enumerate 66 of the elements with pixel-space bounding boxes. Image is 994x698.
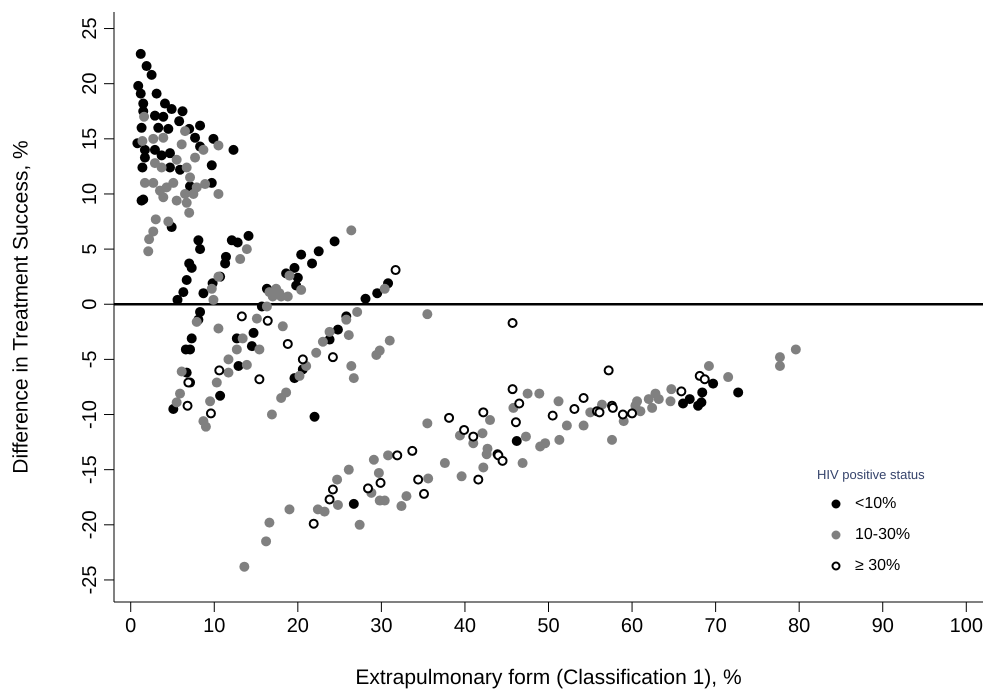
point [328, 484, 338, 495]
point [390, 265, 401, 276]
point [578, 392, 589, 403]
legend-title: HIV positive status [817, 467, 925, 482]
x-tick-label: 10 [203, 615, 226, 638]
x-tick-label: 0 [125, 615, 136, 638]
y-tick-label: 15 [79, 128, 101, 150]
point [548, 410, 558, 421]
x-tick-label: 20 [286, 615, 309, 638]
point [376, 478, 386, 488]
y-tick-label: 5 [79, 244, 101, 255]
legend-label: 10-30% [855, 526, 910, 544]
y-tick-label: 20 [79, 72, 101, 95]
point [514, 398, 524, 408]
point [298, 354, 308, 364]
x-tick-label: 40 [454, 615, 476, 638]
y-tick-label: -25 [79, 565, 101, 594]
point [676, 386, 686, 396]
x-tick-label: 80 [788, 615, 810, 638]
point [604, 365, 614, 376]
point [459, 424, 470, 435]
point [254, 374, 264, 384]
point [498, 456, 508, 466]
point [182, 400, 193, 411]
point [419, 488, 429, 499]
y-tick-label: -15 [79, 455, 101, 484]
legend-label: ≥ 30% [855, 556, 900, 574]
point [473, 474, 484, 485]
x-tick-label: 50 [537, 615, 560, 638]
point [508, 384, 518, 394]
point [324, 494, 335, 504]
y-tick-label: -20 [79, 510, 101, 540]
point [308, 518, 319, 529]
point [407, 446, 418, 456]
x-tick-label: 70 [704, 615, 727, 638]
point [413, 474, 424, 485]
point [392, 450, 402, 460]
point [508, 318, 518, 328]
y-tick-label: 25 [79, 17, 101, 40]
x-tick-label: 60 [620, 615, 644, 638]
point [214, 365, 224, 376]
point [700, 374, 710, 384]
x-tick-label: 30 [370, 615, 393, 638]
y-tick-label: -10 [79, 400, 101, 429]
point [468, 432, 478, 442]
y-axis-title: Difference in Treatment Success, % [9, 140, 32, 474]
point [262, 316, 273, 326]
x-axis-title: Extrapulmonary form (Classification 1), % [355, 666, 742, 689]
point [206, 408, 216, 418]
y-tick-label: -5 [79, 350, 101, 368]
point [569, 404, 580, 414]
point [328, 352, 338, 362]
point [282, 338, 293, 349]
point [594, 407, 604, 418]
point [444, 412, 454, 423]
point [236, 311, 247, 322]
x-tick-label: 90 [872, 615, 894, 638]
point [478, 407, 488, 418]
legend-label: <10% [855, 494, 896, 512]
x-tick-label: 100 [950, 615, 983, 638]
point [363, 483, 374, 494]
y-tick-label: 10 [79, 182, 101, 206]
point [627, 408, 638, 418]
point [618, 410, 628, 420]
point [510, 417, 521, 428]
y-tick-label: 0 [79, 298, 101, 310]
